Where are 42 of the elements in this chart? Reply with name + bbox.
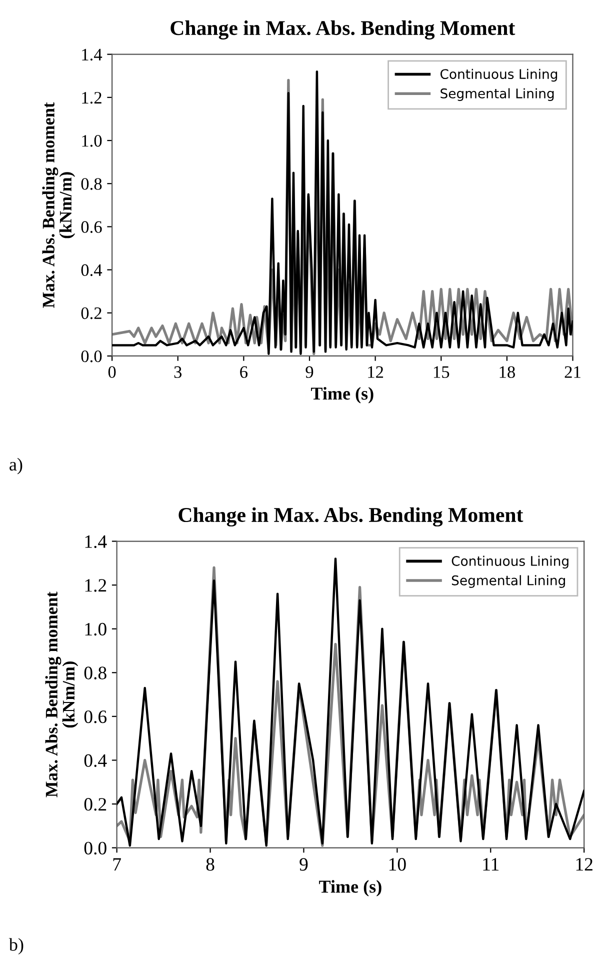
y-tick-label: 1.2 xyxy=(85,579,106,592)
legend-label: Continuous Lining xyxy=(440,68,558,82)
y-tick-label: 0.0 xyxy=(81,350,102,362)
y-tick-label: 0.0 xyxy=(84,842,106,855)
x-axis-title: Time (s) xyxy=(319,880,382,896)
y-tick-label: 0.4 xyxy=(84,754,107,767)
text: a) xyxy=(10,458,22,474)
y-tick-label: 0.6 xyxy=(81,221,102,233)
y-tick-label: 0.2 xyxy=(81,307,102,320)
x-tick-label: 18 xyxy=(500,366,515,378)
y-tick-label: 1.0 xyxy=(85,622,106,636)
x-tick-label: 12 xyxy=(368,366,384,378)
y-tick-label: 0.8 xyxy=(81,178,102,190)
y-axis-title: Max. Abs. Bending moment (kNm/m) xyxy=(42,102,76,308)
x-tick-label: 3 xyxy=(174,366,182,378)
y-axis-title: Max. Abs. Bending moment (kNm/m) xyxy=(45,592,78,798)
legend-label: Segmental Lining xyxy=(440,88,554,101)
x-tick-label: 6 xyxy=(240,366,248,378)
legend-label: Segmental Lining xyxy=(452,575,565,588)
x-tick-label: 0 xyxy=(108,366,116,378)
text: b) xyxy=(8,938,24,954)
x-axis-title: Time (s) xyxy=(311,387,374,404)
x-tick-label: 10 xyxy=(389,858,406,871)
y-tick-label: 0.2 xyxy=(84,798,106,811)
y-tick-label: 1.4 xyxy=(82,48,102,61)
x-tick-label: 9 xyxy=(300,858,308,871)
y-tick-label: 0.6 xyxy=(84,710,107,724)
chart-title: Change in Max. Abs. Bending Moment xyxy=(170,20,516,40)
x-tick-label: 11 xyxy=(483,858,499,871)
x-tick-label: 15 xyxy=(434,366,450,378)
y-tick-label: 1.0 xyxy=(82,134,102,147)
x-tick-label: 21 xyxy=(564,366,580,378)
y-tick-label: 1.4 xyxy=(85,535,107,548)
chart-title: Change in Max. Abs. Bending Moment xyxy=(178,507,524,526)
x-tick-label: 12 xyxy=(576,858,592,871)
x-tick-label: 9 xyxy=(306,366,314,378)
y-tick-label: 0.8 xyxy=(84,666,106,680)
legend-label: Continuous Lining xyxy=(452,556,568,569)
x-tick-label: 8 xyxy=(206,858,214,871)
y-tick-label: 0.4 xyxy=(81,264,102,276)
x-tick-label: 7 xyxy=(113,858,121,871)
y-tick-label: 1.2 xyxy=(82,92,102,104)
